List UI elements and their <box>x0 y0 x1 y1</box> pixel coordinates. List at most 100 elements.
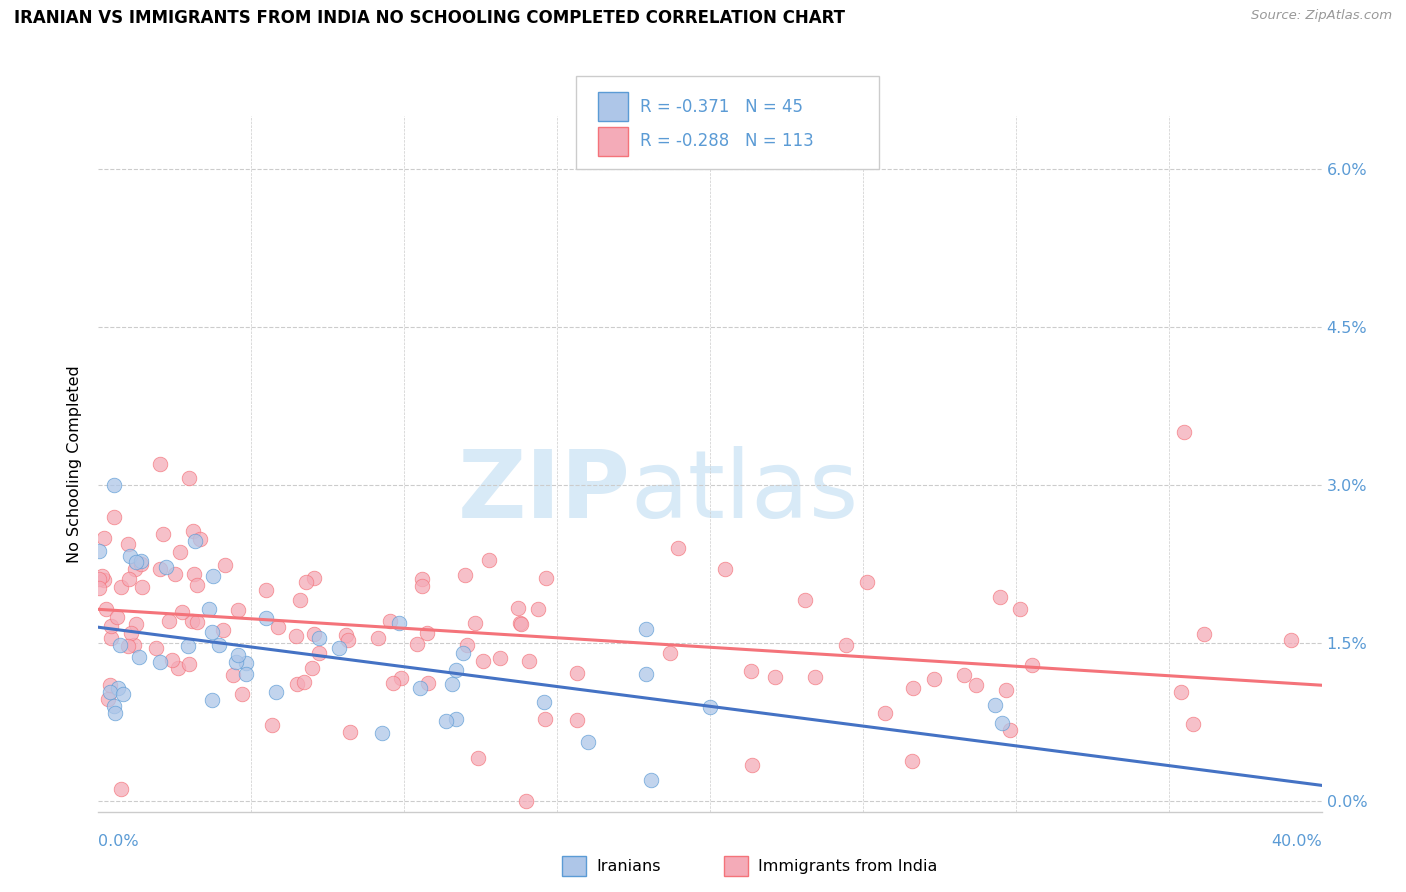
Point <box>371 726 394 740</box>
Point <box>924 672 946 686</box>
Point <box>103 478 125 492</box>
Point <box>285 677 308 691</box>
Text: 40.0%: 40.0% <box>1271 834 1322 849</box>
Text: R = -0.288   N = 113: R = -0.288 N = 113 <box>640 132 814 151</box>
Point <box>179 657 201 672</box>
Point <box>517 654 540 668</box>
Point <box>741 757 763 772</box>
Point <box>181 524 204 539</box>
Point <box>380 614 402 628</box>
Point <box>301 661 323 675</box>
Point <box>464 615 486 630</box>
Point <box>381 676 404 690</box>
Point <box>100 685 122 699</box>
Point <box>294 575 316 590</box>
Point <box>128 650 150 665</box>
Point <box>93 574 115 588</box>
Point <box>184 533 207 548</box>
Point <box>254 582 277 597</box>
Point <box>89 582 111 596</box>
Point <box>634 667 657 681</box>
Point <box>302 626 325 640</box>
Point <box>152 527 174 541</box>
Point <box>160 653 183 667</box>
Text: 0.0%: 0.0% <box>98 834 139 849</box>
Point <box>990 591 1012 605</box>
Y-axis label: No Schooling Completed: No Schooling Completed <box>67 365 83 563</box>
Point <box>335 628 357 642</box>
Text: ZIP: ZIP <box>457 446 630 538</box>
Point <box>527 602 550 616</box>
Point <box>231 687 253 701</box>
Point <box>983 698 1005 712</box>
Point <box>267 620 290 634</box>
Point <box>436 714 458 729</box>
Point <box>110 580 132 594</box>
Text: Iranians: Iranians <box>596 859 661 873</box>
Point <box>292 674 315 689</box>
Point <box>389 671 412 685</box>
Point <box>1182 716 1205 731</box>
Point <box>444 712 467 726</box>
Point <box>1021 658 1043 673</box>
Point <box>131 580 153 594</box>
Point <box>454 567 477 582</box>
Point <box>509 616 531 631</box>
Point <box>103 509 125 524</box>
Point <box>456 638 478 652</box>
Point <box>576 735 599 749</box>
Point <box>117 639 139 653</box>
Point <box>190 533 212 547</box>
Point <box>536 571 558 585</box>
Point <box>328 640 350 655</box>
Point <box>337 632 360 647</box>
Point <box>488 651 510 665</box>
Point <box>120 626 142 640</box>
Point <box>515 794 537 808</box>
Point <box>129 557 152 571</box>
Point <box>803 670 825 684</box>
Point <box>166 661 188 675</box>
Point <box>714 562 737 576</box>
Point <box>186 615 208 630</box>
Point <box>264 685 287 699</box>
Point <box>565 666 588 681</box>
Point <box>308 646 330 660</box>
Point <box>998 723 1021 737</box>
Point <box>89 573 111 587</box>
Point <box>367 631 389 645</box>
Point <box>177 639 200 653</box>
Point <box>89 544 111 558</box>
Point <box>441 677 464 691</box>
Point <box>125 617 148 632</box>
Point <box>122 638 145 652</box>
Point <box>855 574 877 589</box>
Point <box>1173 425 1195 440</box>
Point <box>1192 627 1215 641</box>
Point <box>91 569 114 583</box>
Point <box>302 571 325 585</box>
Point <box>509 616 531 631</box>
Point <box>658 646 681 660</box>
Point <box>103 699 125 714</box>
Point <box>339 725 361 739</box>
Point <box>901 754 924 768</box>
Point <box>107 610 129 624</box>
Point <box>508 600 530 615</box>
Point <box>471 654 494 668</box>
Text: IRANIAN VS IMMIGRANTS FROM INDIA NO SCHOOLING COMPLETED CORRELATION CHART: IRANIAN VS IMMIGRANTS FROM INDIA NO SCHO… <box>14 9 845 27</box>
Point <box>149 655 172 669</box>
Point <box>100 678 122 692</box>
Point <box>965 678 987 692</box>
Point <box>636 622 658 636</box>
Point <box>411 572 433 586</box>
Point <box>478 553 501 567</box>
Point <box>125 555 148 569</box>
Point <box>118 572 141 586</box>
Point <box>901 681 924 695</box>
Point <box>235 666 257 681</box>
Point <box>388 615 411 630</box>
Point <box>201 624 224 639</box>
Point <box>411 579 433 593</box>
Point <box>640 772 662 787</box>
